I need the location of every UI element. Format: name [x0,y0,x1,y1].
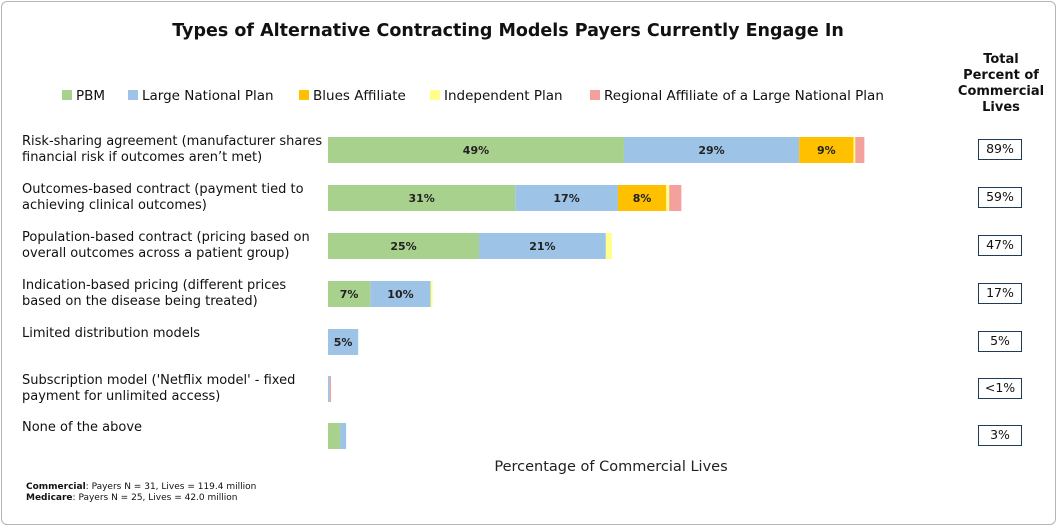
bar-segment [799,137,854,163]
bar-segment [328,329,359,355]
value-label: 31% [408,192,434,205]
legend-swatch [430,90,440,100]
bar-segment [328,137,624,163]
value-label: 29% [698,144,724,157]
value-label: 21% [529,240,555,253]
category-label: Outcomes-based contract (payment tied to… [22,182,304,213]
legend-swatch [128,90,138,100]
chart-title: Types of Alternative Contracting Models … [172,21,844,41]
footnote-bold: Medicare [26,493,73,503]
bar-segment [605,233,612,259]
bar-segment [328,233,479,259]
category-label: Indication-based pricing (different pric… [22,278,287,309]
bar-segment [853,137,856,163]
category-label: Limited distribution models [22,326,201,341]
legend-swatch [299,90,309,100]
total-value: 89% [978,139,1022,160]
value-label: 10% [387,288,413,301]
total-value: 5% [978,331,1022,352]
value-label: 17% [553,192,579,205]
total-value: <1% [978,378,1022,399]
footnote-bold: Commercial [26,482,86,492]
total-value: 47% [978,235,1022,256]
legend-swatch [590,90,600,100]
footnote: Medicare: Payers N = 25, Lives = 42.0 mi… [26,493,237,503]
total-value: 3% [978,425,1022,446]
bar-segment [479,233,606,259]
bar-segment [515,185,618,211]
bar-segment [340,423,347,449]
footnote-text: : Payers N = 25, Lives = 42.0 million [72,493,238,503]
legend-label: Blues Affiliate [313,88,406,104]
value-label: 9% [817,144,836,157]
bar-segment [328,376,330,402]
footnote-text: : Payers N = 31, Lives = 119.4 million [85,482,257,492]
value-label: 7% [340,288,359,301]
category-label: Subscription model ('Netflix model' - fi… [22,373,296,404]
legend-label: Large National Plan [142,88,274,104]
bar-segment [328,281,371,307]
value-label: 25% [390,240,416,253]
category-label: Population-based contract (pricing based… [22,230,310,261]
total-value: 59% [978,187,1022,208]
bar-segment [617,185,667,211]
bar-segment [329,376,332,402]
bar-segment [666,185,670,211]
category-label: None of the above [22,420,143,435]
value-label: 8% [633,192,652,205]
footnote: Commercial: Payers N = 31, Lives = 119.4… [26,482,256,492]
legend-label: Independent Plan [444,88,563,104]
bar-segment [328,423,341,449]
category-label: Risk-sharing agreement (manufacturer sha… [22,134,323,165]
bar-segment [430,281,433,307]
bar-segment [623,137,800,163]
bar-segment [328,185,516,211]
value-label: 5% [334,336,353,349]
legend-label: Regional Affiliate of a Large National P… [604,88,884,104]
bar-segment [669,185,682,211]
totals-header: Total Percent of Commercial Lives [957,52,1045,115]
legend-label: PBM [76,88,105,104]
value-label: 49% [463,144,489,157]
x-axis-label: Percentage of Commercial Lives [494,459,727,475]
total-value: 17% [978,283,1022,304]
legend-swatch [62,90,72,100]
bar-segment [855,137,865,163]
bar-segment [370,281,431,307]
